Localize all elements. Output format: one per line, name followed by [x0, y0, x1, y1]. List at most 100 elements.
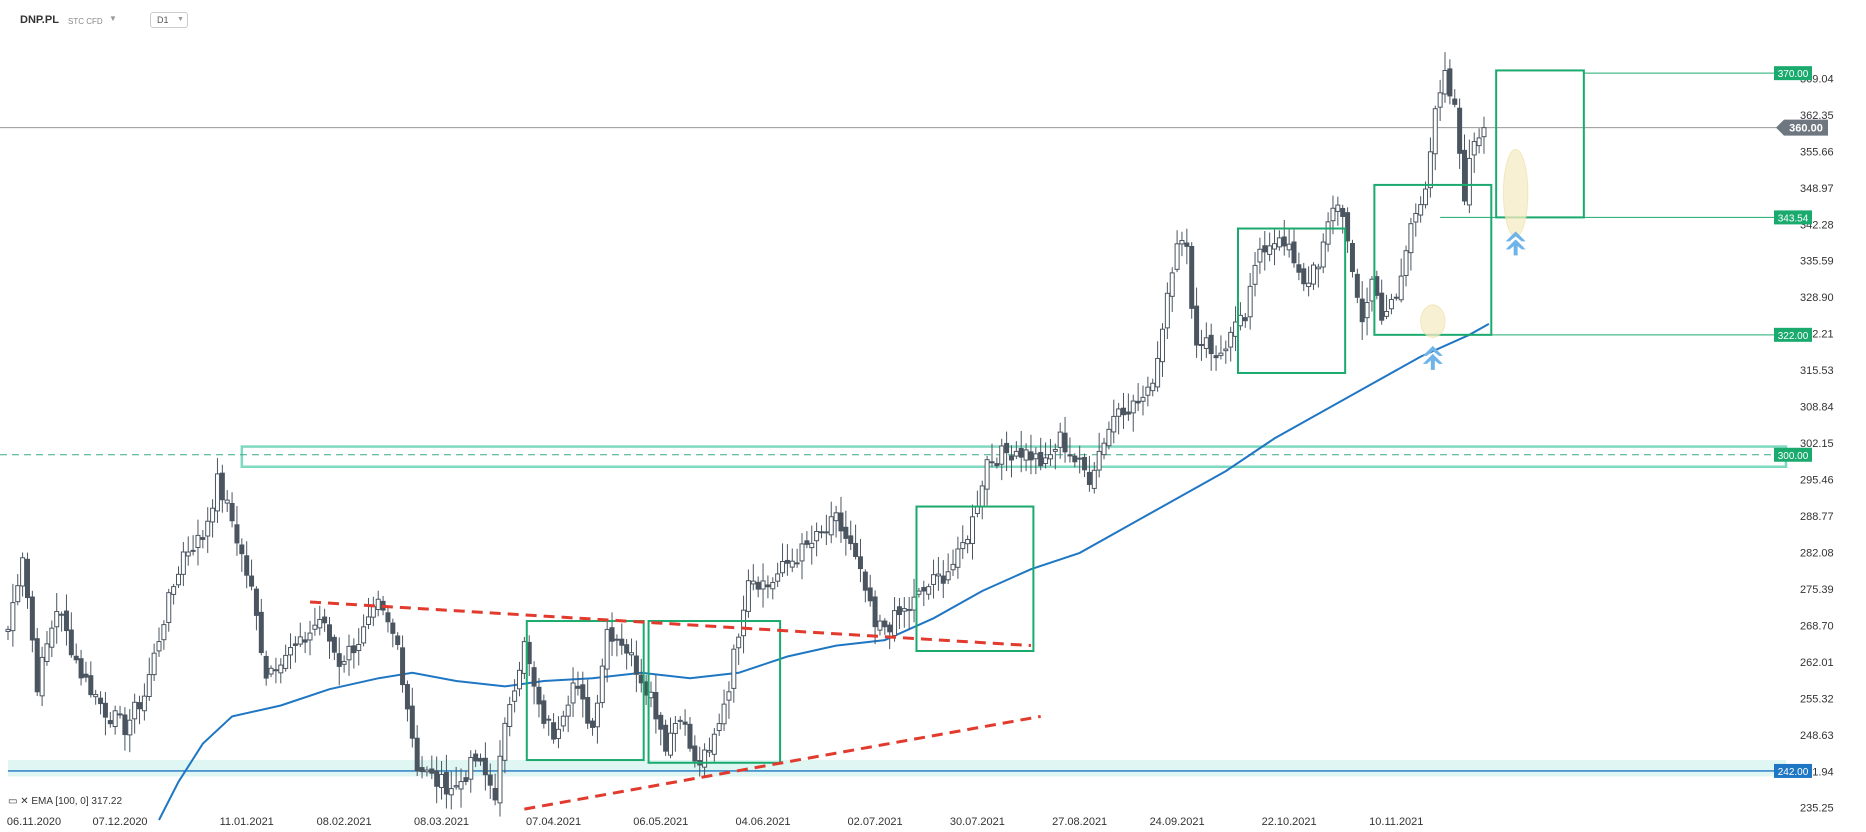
- candle-body: [970, 516, 976, 544]
- instrument-type-label[interactable]: STC CFD: [68, 17, 103, 26]
- candle-body: [560, 715, 566, 727]
- candle-body: [312, 624, 318, 630]
- y-tick-label: 235.25: [1800, 803, 1834, 815]
- candle-body: [151, 652, 157, 676]
- candle-body: [853, 542, 859, 557]
- candle-body: [921, 587, 927, 592]
- level-tag-label: 322.00: [1778, 331, 1809, 342]
- candle-body: [468, 756, 474, 780]
- candle-body: [1189, 245, 1195, 309]
- candle-body: [93, 694, 99, 698]
- candle-body: [901, 608, 907, 612]
- candle-body: [327, 624, 333, 642]
- candle-body: [916, 590, 922, 595]
- candle-body: [1403, 250, 1409, 276]
- candle-body: [1291, 241, 1297, 264]
- indicator-icon: ▭ ✕: [8, 796, 29, 807]
- candle-body: [1150, 382, 1156, 392]
- candle-body: [288, 647, 294, 656]
- candles-layer: [5, 52, 1487, 817]
- candle-body: [531, 667, 537, 687]
- candle-body: [629, 652, 635, 656]
- trend-line: [309, 600, 1032, 648]
- candle-body: [1423, 188, 1429, 206]
- consolidation-box: [915, 505, 1035, 653]
- ema-indicator-legend[interactable]: ▭ ✕ EMA [100, 0] 317.22: [8, 796, 122, 807]
- candle-body: [541, 700, 547, 724]
- candle-body: [132, 701, 138, 720]
- timeframe-select[interactable]: D1: [150, 12, 188, 28]
- consolidation-box: [647, 620, 782, 764]
- x-tick-label: 07.04.2021: [526, 816, 581, 828]
- candle-body: [721, 703, 727, 725]
- candle-body: [1247, 285, 1253, 318]
- candle-body: [667, 732, 673, 756]
- ema-indicator-label: EMA [100, 0] 317.22: [31, 796, 123, 807]
- candle-body: [1384, 310, 1390, 317]
- candle-body: [551, 722, 557, 740]
- candle-body: [604, 628, 610, 670]
- candle-body: [424, 769, 430, 773]
- candle-body: [1018, 448, 1024, 458]
- candle-body: [716, 723, 722, 731]
- symbol-dropdown-chevron-icon[interactable]: ▼: [109, 14, 117, 23]
- candle-body: [1052, 448, 1058, 452]
- candle-body: [1237, 314, 1243, 327]
- x-tick-label: 02.07.2021: [848, 816, 903, 828]
- candle-body: [1452, 98, 1458, 105]
- candle-body: [736, 636, 742, 649]
- candle-body: [994, 463, 1000, 467]
- candle-body: [1198, 343, 1204, 346]
- candle-body: [1330, 207, 1336, 222]
- candle-body: [682, 721, 688, 725]
- candle-body: [39, 656, 45, 697]
- arrow-shaft: [1513, 242, 1518, 256]
- candle-body: [68, 629, 74, 656]
- candle-body: [512, 690, 518, 702]
- timeframe-chevron-down-icon[interactable]: ▼: [177, 16, 184, 23]
- candle-body: [1388, 299, 1394, 310]
- candle-body: [726, 691, 732, 701]
- axes-layer: 369.04362.35355.66348.97342.28335.59328.…: [7, 66, 1834, 828]
- consolidation-box: [1236, 227, 1347, 374]
- candle-body: [1233, 321, 1239, 337]
- candle-body: [219, 472, 225, 501]
- candle-body: [1364, 302, 1370, 319]
- candle-body: [419, 767, 425, 773]
- candle-body: [336, 653, 342, 667]
- ema-layer: [158, 323, 1490, 821]
- candle-body: [161, 624, 167, 641]
- y-tick-label: 362.35: [1800, 110, 1834, 122]
- y-tick-label: 315.53: [1800, 365, 1834, 377]
- candle-body: [1272, 243, 1278, 250]
- candle-body: [1140, 396, 1146, 402]
- x-tick-label: 06.11.2020: [7, 816, 61, 828]
- candle-body: [594, 702, 600, 728]
- candle-body: [765, 584, 771, 588]
- level-tag: [1774, 210, 1812, 225]
- x-tick-label: 07.12.2020: [93, 816, 148, 828]
- arrow-shaft: [1430, 356, 1435, 370]
- last-price-tag: [1776, 119, 1828, 136]
- candle-body: [434, 770, 440, 787]
- candle-body: [843, 526, 849, 539]
- candle-body: [258, 611, 264, 654]
- candle-body: [741, 609, 747, 637]
- candle-body: [146, 674, 152, 697]
- candle-body: [29, 596, 35, 641]
- candle-body: [20, 557, 26, 587]
- candle-body: [1125, 411, 1131, 415]
- candle-body: [1481, 127, 1487, 138]
- candle-body: [224, 499, 230, 504]
- candle-body: [565, 704, 571, 717]
- candle-body: [1457, 107, 1463, 154]
- candle-body: [828, 516, 834, 536]
- candle-body: [185, 551, 191, 557]
- candle-body: [999, 445, 1005, 465]
- candle-body: [1286, 243, 1292, 251]
- y-tick-label: 268.70: [1800, 620, 1834, 632]
- candle-body: [1354, 273, 1360, 298]
- symbol-label[interactable]: DNP.PL: [20, 14, 59, 26]
- candle-body: [1252, 264, 1258, 285]
